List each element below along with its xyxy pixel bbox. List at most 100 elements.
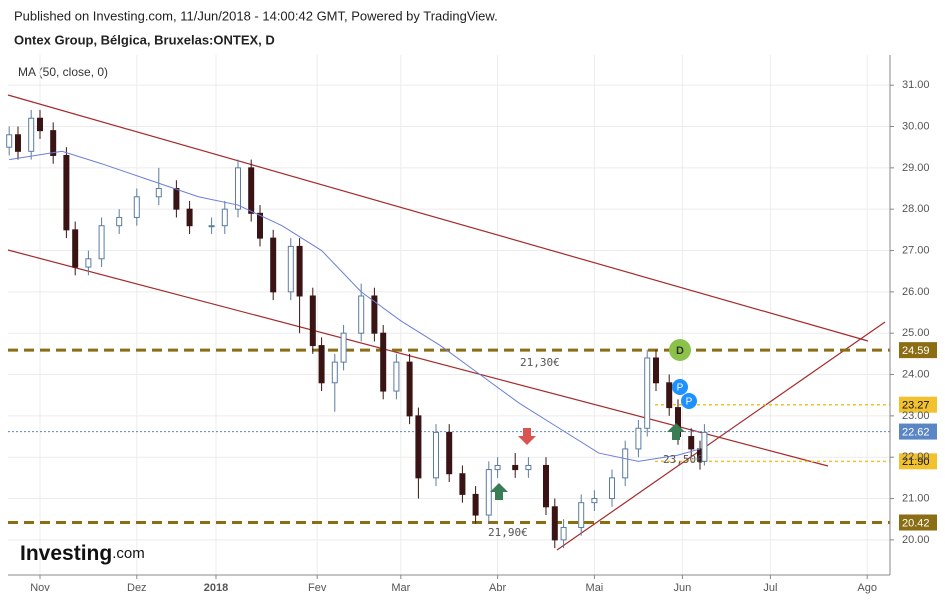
level-box bbox=[899, 453, 937, 470]
source: Published on Investing.com, 11/Jun/2018 … bbox=[14, 8, 498, 23]
marker-circle bbox=[672, 379, 688, 395]
level-box bbox=[899, 342, 937, 359]
y-tick-label: 26.00 bbox=[902, 286, 930, 298]
y-tick-label: 24.00 bbox=[902, 368, 930, 380]
candle-body bbox=[6, 134, 13, 148]
candle-body bbox=[208, 225, 215, 228]
candle-body bbox=[560, 526, 567, 541]
candle-body bbox=[133, 196, 140, 218]
candle-body bbox=[578, 502, 585, 528]
axis-labels: 20.00 21.00 22.00 23.00 24.00 25.00 26.00 27.00… bbox=[30, 79, 929, 594]
buy-arrow bbox=[490, 483, 508, 500]
candle-body bbox=[256, 212, 263, 239]
candle-body bbox=[591, 498, 598, 504]
candle-body bbox=[116, 216, 123, 227]
candle-body bbox=[358, 295, 365, 334]
x-tick-label: Jul bbox=[763, 582, 777, 594]
grid bbox=[8, 55, 890, 575]
trend-line bbox=[7, 94, 869, 342]
annotation: 21,30€ bbox=[520, 356, 560, 369]
logo-brand: Investing bbox=[20, 542, 112, 565]
candle-body bbox=[653, 357, 660, 384]
candle-body bbox=[234, 167, 241, 210]
sell-arrow bbox=[518, 428, 536, 445]
buy-arrow bbox=[667, 423, 685, 440]
annotation: 21,90€ bbox=[488, 526, 528, 539]
trend-line bbox=[556, 321, 886, 551]
x-tick-label: Mar bbox=[391, 582, 410, 594]
candle-body bbox=[432, 431, 439, 479]
level-label: 23.27 bbox=[902, 400, 930, 412]
candle-body bbox=[28, 117, 35, 152]
y-tick-label: 30.00 bbox=[902, 120, 930, 132]
candle-body bbox=[318, 345, 325, 384]
candle-body bbox=[415, 415, 422, 479]
marker-label: P bbox=[686, 397, 693, 408]
candle-body bbox=[688, 436, 695, 450]
x-tick-label: 2018 bbox=[204, 582, 228, 594]
trend-lines bbox=[7, 94, 886, 551]
levels: 24.59 23.27 22.62 21.90 20.42 bbox=[8, 342, 937, 531]
candle-body bbox=[270, 237, 277, 293]
marker-label: D bbox=[676, 345, 684, 357]
candle-body bbox=[287, 245, 294, 293]
y-tick-label: 27.00 bbox=[902, 244, 930, 256]
x-tick-label: Nov bbox=[30, 582, 50, 594]
level-label: 22.62 bbox=[902, 426, 930, 438]
moving-average bbox=[9, 150, 701, 462]
candle-body bbox=[50, 130, 57, 156]
candle-body bbox=[472, 493, 479, 516]
logo-suffix: .com bbox=[112, 545, 145, 562]
indicator-label: MA (50, close, 0) bbox=[18, 65, 108, 79]
marker-circle bbox=[681, 393, 697, 409]
y-tick-label: 28.00 bbox=[902, 203, 930, 215]
x-tick-label: Abr bbox=[489, 582, 506, 594]
candle-body bbox=[331, 361, 338, 384]
y-tick-label: 23.00 bbox=[902, 410, 930, 422]
candle-body bbox=[666, 382, 673, 409]
level-box bbox=[899, 423, 937, 440]
y-tick-label: 22.00 bbox=[902, 451, 930, 463]
candle-body bbox=[340, 332, 347, 363]
candle-body bbox=[309, 295, 316, 347]
marker-circle bbox=[669, 339, 691, 361]
level-label: 21.90 bbox=[902, 456, 930, 468]
y-tick-label: 31.00 bbox=[902, 79, 930, 91]
candle-body bbox=[380, 332, 387, 392]
candle-body bbox=[186, 208, 193, 227]
plot bbox=[6, 109, 708, 549]
candle-body bbox=[551, 506, 558, 541]
y-tick-label: 29.00 bbox=[902, 162, 930, 174]
x-tick-label: Ago bbox=[857, 582, 877, 594]
candle-body bbox=[622, 448, 629, 479]
candle-body bbox=[644, 357, 651, 429]
candle-body bbox=[393, 361, 400, 392]
candle-body bbox=[371, 295, 378, 334]
candle-body bbox=[543, 464, 550, 508]
x-tick-label: Dez bbox=[127, 582, 147, 594]
level-label: 24.59 bbox=[902, 345, 930, 357]
marker-label: P bbox=[677, 383, 684, 394]
level-label: 20.42 bbox=[902, 517, 930, 529]
x-tick-label: Fev bbox=[308, 582, 327, 594]
level-box bbox=[899, 396, 937, 413]
candle-body bbox=[701, 431, 708, 462]
signals: D P P 21,30€ 23,50€ 21,90€ bbox=[488, 339, 703, 539]
candle-body bbox=[609, 477, 616, 500]
chart-title: Ontex Group, Bélgica, Bruxelas:ONTEX, D bbox=[14, 32, 275, 47]
candle-body bbox=[494, 464, 501, 471]
candle-body bbox=[98, 225, 105, 260]
candle-body bbox=[248, 167, 255, 214]
x-tick-label: Mai bbox=[586, 582, 604, 594]
candle-body bbox=[635, 427, 642, 450]
candle-body bbox=[459, 473, 466, 495]
candle-body bbox=[155, 188, 162, 198]
candle-body bbox=[63, 154, 70, 231]
candle-body bbox=[72, 229, 79, 268]
candle-body bbox=[85, 258, 92, 268]
candle-body bbox=[446, 431, 453, 475]
candle-body bbox=[14, 134, 21, 152]
candle-body bbox=[406, 361, 413, 417]
level-box bbox=[899, 514, 937, 531]
